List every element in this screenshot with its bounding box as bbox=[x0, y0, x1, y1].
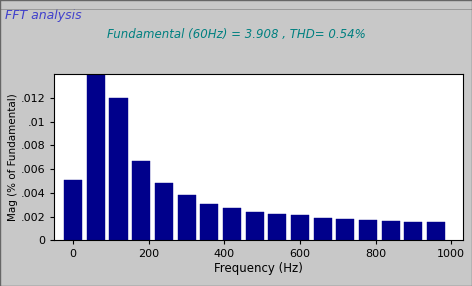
Bar bbox=[64, 180, 82, 240]
Bar bbox=[132, 161, 150, 240]
Bar bbox=[223, 208, 241, 240]
Bar bbox=[405, 223, 422, 240]
Bar bbox=[177, 195, 196, 240]
Bar bbox=[268, 214, 287, 240]
Bar bbox=[291, 215, 309, 240]
Bar bbox=[155, 183, 173, 240]
Bar bbox=[427, 223, 445, 240]
Text: Fundamental (60Hz) = 3.908 , THD= 0.54%: Fundamental (60Hz) = 3.908 , THD= 0.54% bbox=[107, 29, 365, 41]
Y-axis label: Mag (% of Fundamental): Mag (% of Fundamental) bbox=[8, 94, 18, 221]
Bar bbox=[336, 219, 354, 240]
X-axis label: Frequency (Hz): Frequency (Hz) bbox=[214, 262, 303, 275]
Bar bbox=[245, 212, 264, 240]
Text: FFT analysis: FFT analysis bbox=[5, 9, 81, 21]
Bar bbox=[200, 204, 219, 240]
Bar bbox=[110, 98, 127, 240]
Bar bbox=[359, 220, 377, 240]
Bar bbox=[382, 221, 400, 240]
Bar bbox=[87, 0, 105, 240]
Bar bbox=[313, 218, 332, 240]
